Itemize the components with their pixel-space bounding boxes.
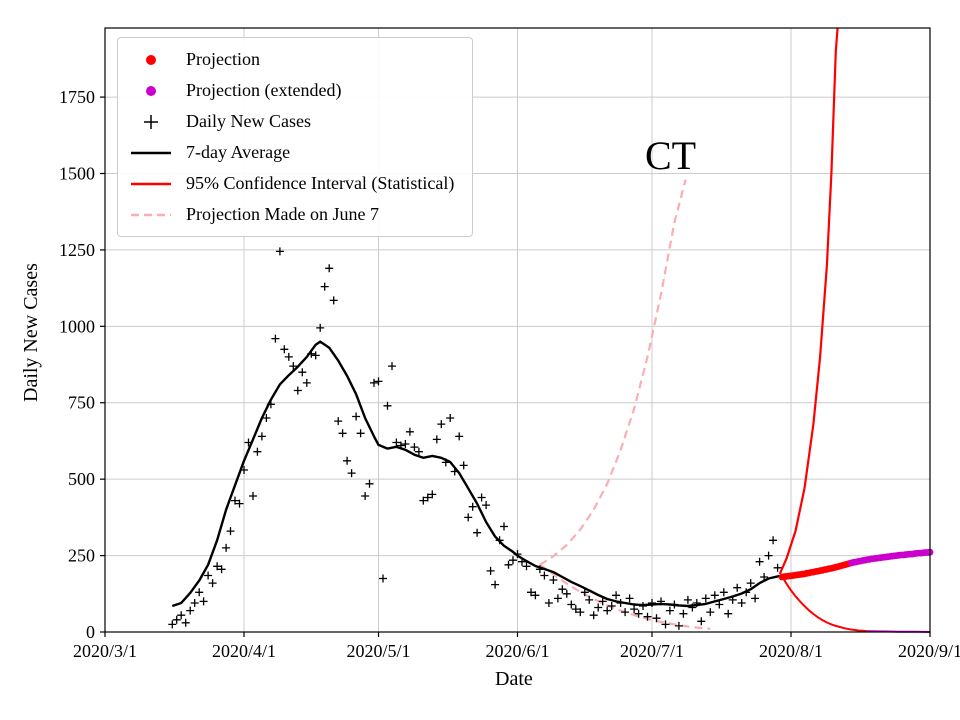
legend-label: 7-day Average [186, 142, 291, 162]
y-axis-label: Daily New Cases [20, 263, 42, 402]
legend-item: Projection [128, 48, 454, 71]
x-tick-label: 2020/5/1 [346, 641, 410, 661]
legend-dot-icon [128, 50, 174, 70]
legend-item: 7-day Average [128, 141, 454, 164]
legend-label: Projection (extended) [186, 80, 342, 100]
chart-title: CT [645, 133, 697, 178]
legend-item: Daily New Cases [128, 110, 454, 133]
legend-dot-icon [128, 81, 174, 101]
ci-upper-line [778, 28, 839, 575]
x-tick-label: 2020/6/1 [485, 641, 549, 661]
y-tick-label: 750 [68, 393, 95, 413]
legend-label: Daily New Cases [186, 111, 311, 131]
legend-label: Projection [186, 49, 260, 69]
y-tick-label: 1750 [59, 87, 95, 107]
daily-cases-markers [168, 247, 782, 630]
june7-projection-upper-line [539, 179, 687, 566]
legend-label: 95% Confidence Interval (Statistical) [186, 173, 455, 193]
y-tick-label: 1000 [59, 316, 95, 336]
legend-plus-icon [128, 112, 174, 132]
legend-label: Projection Made on June 7 [186, 204, 379, 224]
x-axis-label: Date [495, 668, 533, 690]
legend-item: 95% Confidence Interval (Statistical) [128, 172, 454, 195]
x-tick-label: 2020/4/1 [212, 641, 276, 661]
legend-dashed-line-icon [128, 205, 174, 225]
y-tick-label: 250 [68, 546, 95, 566]
y-tick-label: 1250 [59, 240, 95, 260]
legend-item: Projection Made on June 7 [128, 203, 454, 226]
y-tick-label: 500 [68, 469, 95, 489]
x-tick-label: 2020/3/1 [73, 641, 137, 661]
x-tick-label: 2020/7/1 [620, 641, 684, 661]
ci-lower-line [781, 575, 868, 633]
y-tick-label: 0 [86, 622, 95, 642]
x-tick-label: 2020/8/1 [759, 641, 823, 661]
y-tick-label: 1500 [59, 163, 95, 183]
x-tick-label: 2020/9/1 [898, 641, 960, 661]
seven-day-average-line [171, 340, 787, 608]
june7-projection-lower-line [539, 563, 711, 630]
legend-line-icon [128, 174, 174, 194]
legend-item: Projection (extended) [128, 79, 454, 102]
legend-line-icon [128, 143, 174, 163]
legend: Projection Projection (extended) Daily New… [117, 37, 474, 237]
